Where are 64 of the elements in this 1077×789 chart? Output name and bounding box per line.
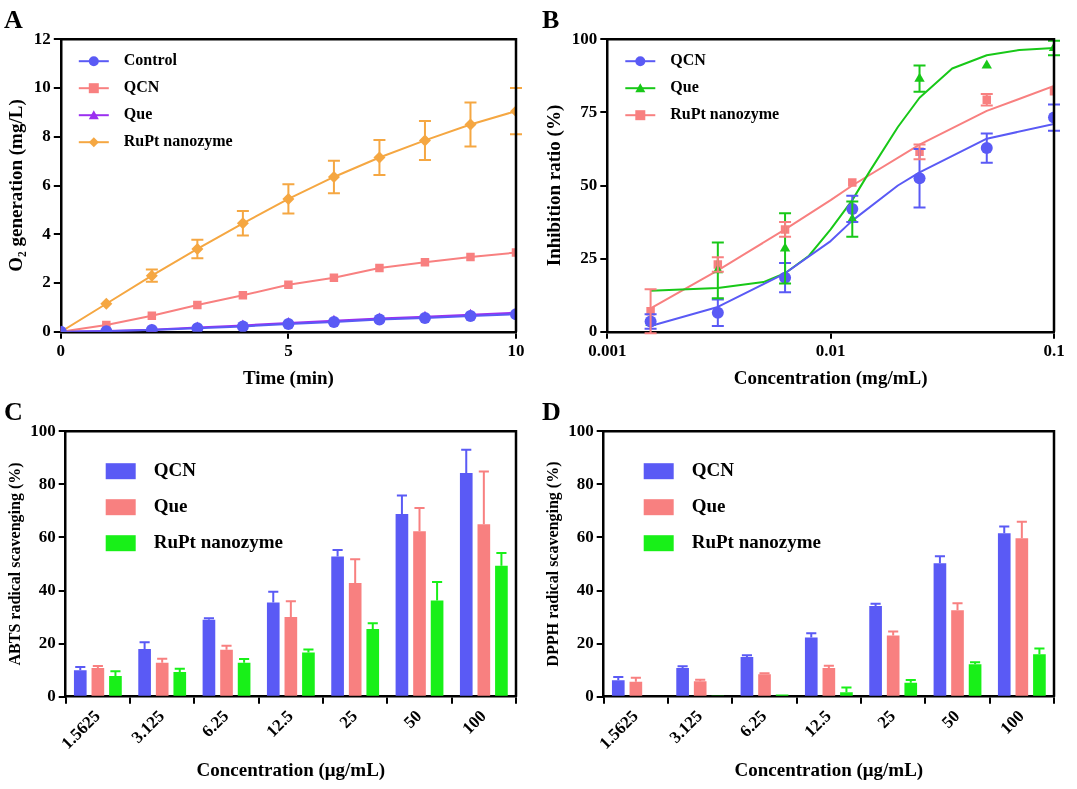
y-axis-title: ABTS radical scavenging (%)	[5, 462, 24, 666]
legend-label: Que	[670, 78, 699, 96]
x-tick-label: 50	[937, 706, 964, 732]
y-tick-label: 50	[580, 174, 598, 194]
y-tick-label: 80	[576, 473, 594, 493]
y-tick-label: 20	[576, 633, 594, 652]
x-tick-label: 0.01	[815, 341, 846, 361]
chart-title: C	[4, 397, 23, 427]
x-tick-label: 6.25	[735, 706, 771, 741]
y-axis-title: DPPH radical scavenging (%)	[543, 461, 562, 667]
y-tick-label: 80	[38, 473, 56, 493]
x-tick-label: 100	[458, 706, 490, 738]
legend-label: QCN	[670, 51, 707, 69]
y-tick-label: 100	[568, 420, 594, 440]
x-tick-label: 25	[335, 706, 362, 732]
y-tick-label: 75	[580, 101, 598, 121]
legend-label: QCN	[153, 459, 197, 481]
y-tick-label: 60	[576, 526, 594, 546]
y-axis-title: Inhibition ratio (%)	[543, 104, 566, 267]
y-tick-label: 60	[38, 526, 56, 546]
chart-title: A	[4, 5, 23, 35]
legend-label: Control	[123, 51, 178, 69]
legend-label: RuPt nanozyme	[153, 531, 284, 553]
legend-label: Que	[123, 105, 153, 123]
x-tick-label: 10	[507, 341, 525, 361]
y-tick-label: 0	[42, 321, 51, 341]
y-tick-label: 12	[33, 28, 51, 48]
x-tick-label: 0.001	[588, 341, 627, 361]
x-axis-title: Time (min)	[242, 366, 334, 389]
y-tick-label: 2	[42, 272, 51, 292]
y-tick-label: 40	[38, 579, 56, 599]
y-tick-label: 40	[576, 579, 594, 599]
y-tick-label: 10	[33, 77, 51, 97]
chart-title: B	[542, 5, 560, 35]
x-axis-title: Concentration (μg/mL)	[734, 758, 924, 781]
legend-label: RuPt nanozyme	[670, 105, 780, 124]
x-tick-label: 100	[996, 706, 1028, 738]
legend-label: Que	[691, 495, 726, 517]
y-tick-label: 4	[42, 223, 52, 243]
x-tick-label: 5	[284, 341, 293, 361]
y-tick-label: 0	[585, 686, 594, 706]
y-tick-label: 0	[588, 321, 598, 341]
y-tick-label: 25	[580, 248, 598, 268]
y-tick-label: 100	[571, 28, 598, 48]
legend-label: Que	[153, 495, 188, 517]
legend-label: QCN	[123, 78, 160, 96]
x-tick-label: 0.1	[1043, 341, 1065, 361]
x-tick-label: 6.25	[197, 706, 233, 741]
x-axis-title: Concentration (mg/mL)	[733, 366, 928, 389]
x-tick-label: 12.5	[800, 706, 835, 741]
y-axis-title: O₂ generation (mg/L)	[5, 99, 28, 272]
legend-label: RuPt nanozyme	[123, 132, 233, 151]
chart-title: D	[542, 397, 561, 427]
y-tick-label: 0	[47, 686, 56, 706]
x-tick-label: 12.5	[262, 706, 297, 741]
y-tick-label: 8	[42, 126, 51, 146]
y-tick-label: 20	[38, 633, 56, 652]
x-axis-title: Concentration (μg/mL)	[196, 758, 386, 781]
y-tick-label: 6	[42, 174, 51, 194]
legend-label: RuPt nanozyme	[691, 531, 822, 553]
x-tick-label: 50	[399, 706, 426, 732]
legend-label: QCN	[691, 459, 735, 481]
y-tick-label: 100	[30, 420, 56, 440]
x-tick-label: 25	[873, 706, 900, 732]
